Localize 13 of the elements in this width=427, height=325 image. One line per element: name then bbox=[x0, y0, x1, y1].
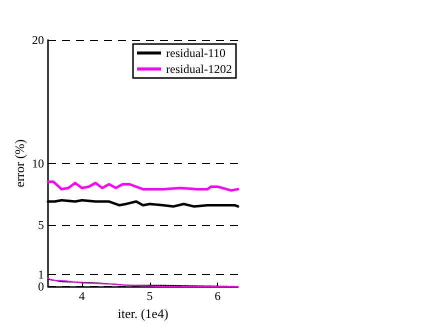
legend-label: residual-1202 bbox=[166, 62, 232, 76]
x-tick-label: 4 bbox=[78, 289, 85, 304]
y-tick-label: 5 bbox=[38, 218, 44, 232]
line-series bbox=[46, 180, 240, 192]
y-tick-label: 10 bbox=[32, 156, 44, 170]
x-tick-label: 6 bbox=[214, 289, 221, 304]
y-tick-label: 20 bbox=[32, 33, 44, 47]
y-axis-title: error (%) bbox=[12, 139, 27, 188]
x-axis-title: iter. (1e4) bbox=[118, 306, 168, 321]
y-tick-label: 1 bbox=[38, 267, 44, 282]
y-tick-label: 0 bbox=[38, 280, 44, 294]
x-tick-label: 5 bbox=[146, 289, 153, 304]
legend-label: residual-110 bbox=[166, 46, 226, 60]
